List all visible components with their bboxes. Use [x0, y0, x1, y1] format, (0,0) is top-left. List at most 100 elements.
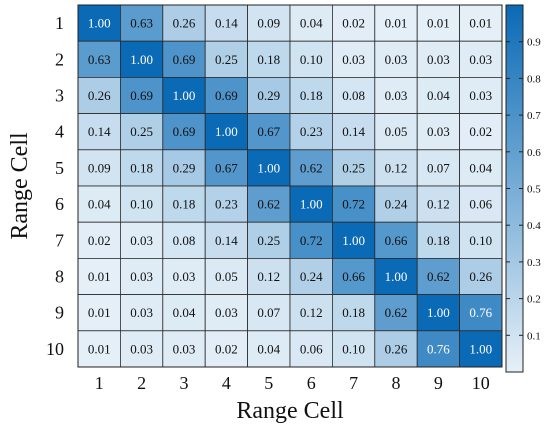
cell-value-label: 1.00: [300, 197, 323, 212]
x-axis-label: Range Cell: [236, 398, 344, 424]
cell-value-label: 0.14: [342, 124, 365, 139]
plot-frame: [77, 4, 503, 368]
heatmap-cell: [77, 113, 121, 151]
cell-value-label: 0.67: [257, 124, 280, 139]
cell-value-label: 0.07: [257, 305, 280, 320]
heatmap-cell: [459, 330, 503, 368]
cell-value-label: 0.03: [469, 52, 492, 67]
heatmap-cell: [374, 4, 418, 42]
cell-value-label: 0.12: [427, 197, 450, 212]
heatmap-cell: [331, 149, 376, 187]
heatmap-cell: [120, 40, 164, 78]
cell-value-label: 0.03: [469, 88, 492, 103]
cell-value-label: 0.01: [385, 16, 408, 31]
cell-value-label: 0.23: [300, 124, 323, 139]
heatmap-cell: [289, 149, 333, 187]
cell-value-label: 0.03: [130, 305, 153, 320]
colorbar-tick-label: 0.2: [527, 294, 541, 306]
heatmap-cell: [331, 113, 376, 151]
cell-value-label: 0.03: [427, 124, 450, 139]
cell-value-label: 0.03: [130, 233, 153, 248]
colorbar-tick-label: 0.6: [527, 147, 541, 159]
heatmap-cell: [247, 257, 291, 295]
colorbar-tick-label: 0.4: [527, 220, 541, 232]
cell-value-label: 1.00: [130, 52, 153, 67]
y-tick-label: 1: [55, 13, 64, 33]
cell-value-label: 0.26: [469, 269, 492, 284]
heatmap-cell: [289, 185, 333, 223]
cell-value-label: 0.02: [88, 233, 111, 248]
heatmap-cell: [374, 77, 418, 115]
cell-value-label: 0.10: [300, 52, 323, 67]
cell-value-label: 0.69: [173, 52, 196, 67]
cell-value-label: 0.04: [257, 341, 280, 356]
cell-value-label: 0.26: [88, 88, 111, 103]
x-tick-label: 8: [392, 373, 401, 393]
cell-value-label: 0.18: [257, 52, 280, 67]
cell-value-label: 0.04: [427, 88, 450, 103]
heatmap-cell: [77, 77, 121, 115]
x-tick-label: 5: [264, 373, 273, 393]
heatmap-cell: [289, 4, 333, 42]
cell-value-label: 1.00: [385, 269, 408, 284]
y-tick-label: 8: [55, 267, 64, 287]
cell-value-label: 0.69: [215, 88, 238, 103]
cell-value-label: 0.14: [215, 16, 238, 31]
x-tick-label: 6: [307, 373, 316, 393]
colorbar-tick-label: 0.8: [527, 73, 541, 85]
cell-value-label: 0.03: [342, 52, 365, 67]
cell-value-label: 0.08: [173, 233, 196, 248]
heatmap-cell: [459, 40, 503, 78]
heatmap-cell: [459, 113, 503, 151]
cell-value-label: 1.00: [88, 16, 111, 31]
cell-value-label: 0.01: [427, 16, 450, 31]
heatmap-cell: [77, 330, 121, 368]
cell-value-label: 0.26: [173, 16, 196, 31]
heatmap-cell: [77, 221, 121, 259]
heatmap-cell: [374, 149, 418, 187]
y-tick-label: 5: [55, 158, 64, 178]
cell-value-label: 0.01: [469, 16, 492, 31]
cell-value-label: 0.63: [88, 52, 111, 67]
y-tick-label: 3: [55, 86, 64, 106]
cell-value-label: 0.03: [130, 269, 153, 284]
heatmap-cell: [247, 330, 291, 368]
cell-value-label: 0.23: [215, 197, 238, 212]
cell-value-label: 0.04: [300, 16, 323, 31]
cell-value-label: 0.02: [215, 341, 238, 356]
heatmap-cell: [289, 257, 333, 295]
cell-value-label: 0.62: [300, 160, 323, 175]
cell-value-label: 0.25: [342, 160, 365, 175]
cell-value-label: 0.76: [469, 305, 492, 320]
cell-value-label: 0.18: [342, 305, 365, 320]
x-tick-label: 1: [95, 373, 104, 393]
heatmap-cell: [331, 257, 376, 295]
y-tick-label: 2: [55, 49, 64, 69]
cell-value-label: 0.62: [385, 305, 408, 320]
cell-value-label: 1.00: [469, 341, 492, 356]
heatmap-cell: [374, 40, 418, 78]
y-tick-label: 10: [46, 339, 64, 359]
heatmap-cell: [289, 113, 333, 151]
heatmap-cell: [247, 149, 291, 187]
x-tick-label: 10: [472, 373, 490, 393]
cell-value-label: 0.18: [427, 233, 450, 248]
cell-value-label: 0.07: [427, 160, 450, 175]
heatmap-cell: [120, 77, 164, 115]
colorbar-ticks: 0.1 0.2 0.3 0.4 0.5 0.6 0.7 0.8 0.9: [506, 37, 541, 342]
cell-value-label: 0.01: [88, 305, 111, 320]
y-tick-label: 4: [55, 122, 64, 142]
cell-value-label: 0.10: [469, 233, 492, 248]
cell-value-label: 0.63: [130, 16, 153, 31]
x-tick-label: 4: [222, 373, 231, 393]
heatmap-cell: [459, 149, 503, 187]
y-axis-label: Range Cell: [7, 132, 33, 240]
cell-value-label: 0.29: [173, 160, 196, 175]
cell-value-label: 0.72: [300, 233, 323, 248]
heatmap-cell: [289, 330, 333, 368]
cell-value-label: 0.10: [130, 197, 153, 212]
cell-value-label: 0.03: [130, 341, 153, 356]
heatmap-cell: [77, 4, 121, 42]
cell-value-label: 0.12: [257, 269, 280, 284]
